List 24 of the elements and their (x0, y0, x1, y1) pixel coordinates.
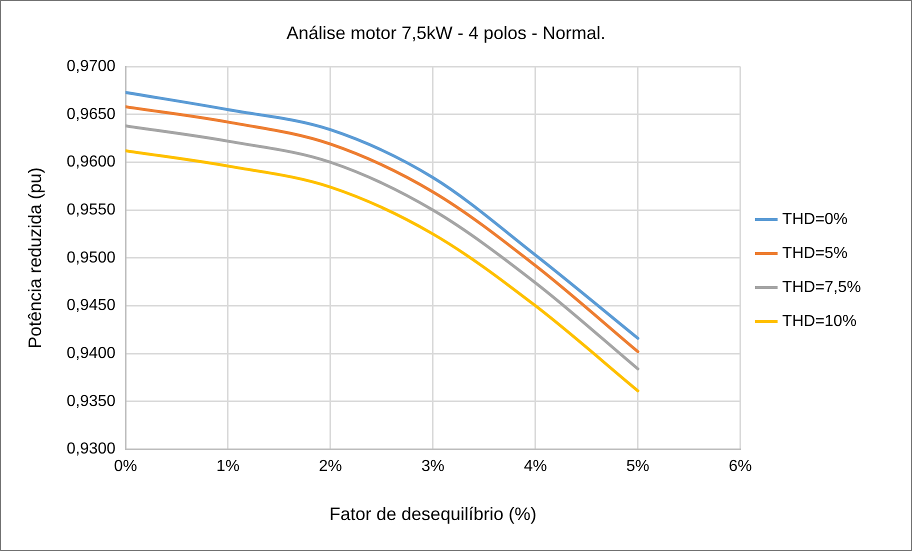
x-axis-title: Fator de desequilíbrio (%) (329, 504, 536, 524)
x-tick-label: 1% (216, 458, 240, 476)
y-tick-label: 0,9650 (66, 106, 116, 123)
x-tick-label: 0% (114, 458, 138, 476)
legend-label: THD=5% (782, 244, 848, 262)
line-series (126, 149, 640, 392)
x-tick-label: 4% (524, 458, 547, 476)
legend-label: THD=0% (782, 210, 848, 228)
x-tick-label: 2% (318, 458, 342, 476)
y-tick-label: 0,9450 (66, 297, 116, 314)
y-tick-label: 0,9500 (66, 249, 116, 266)
y-tick-label: 0,9550 (66, 201, 116, 218)
y-tick-label: 0,9350 (66, 392, 116, 410)
legend-label: THD=10% (782, 312, 857, 330)
y-tick-label: 0,9300 (66, 440, 116, 458)
chart-title: Análise motor 7,5kW - 4 polos - Normal. (286, 22, 606, 43)
y-axis-title: Potência reduzida (pu) (24, 167, 45, 348)
y-tick-label: 0,9400 (66, 344, 116, 362)
x-tick-label: 6% (728, 458, 752, 476)
y-tick-label: 0,9600 (66, 154, 116, 171)
x-tick-label: 3% (421, 458, 444, 476)
y-tick-label: 0,9700 (66, 58, 116, 76)
x-tick-label: 5% (626, 458, 650, 476)
legend-label: THD=7,5% (782, 278, 862, 296)
